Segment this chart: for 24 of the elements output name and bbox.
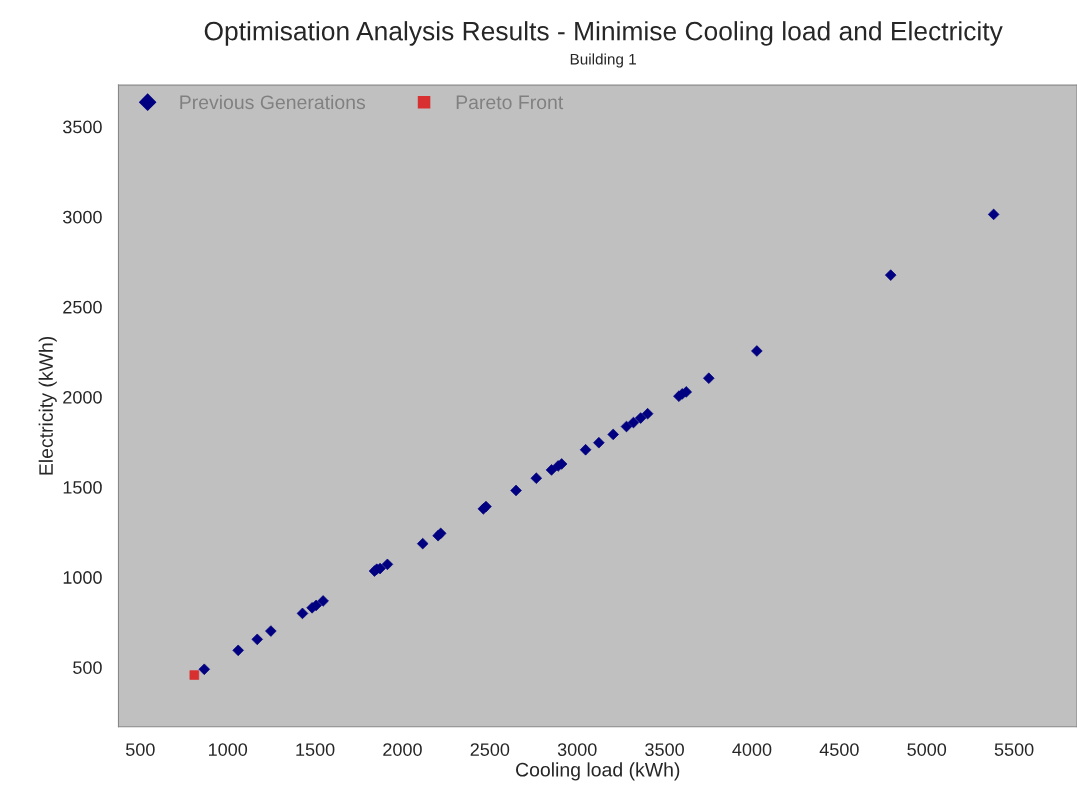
y-tick-label: 1500 xyxy=(63,480,102,494)
x-tick-label: 5500 xyxy=(994,743,1034,756)
y-tick-label: 1000 xyxy=(63,571,102,584)
chart-subtitle: Building 1 xyxy=(570,53,636,68)
x-tick-label: 3000 xyxy=(557,743,597,756)
x-tick-label: 5000 xyxy=(907,743,947,756)
y-tick-label: 2000 xyxy=(63,390,102,404)
x-tick-label: 2500 xyxy=(470,743,510,756)
x-tick-label: 500 xyxy=(125,743,155,756)
x-tick-label: 4500 xyxy=(819,743,859,756)
legend-label: Pareto Front xyxy=(456,95,564,110)
y-tick-label: 500 xyxy=(73,661,102,674)
x-tick-label: 4000 xyxy=(732,743,772,756)
y-tick-label: 2500 xyxy=(63,300,102,314)
legend-label: Previous Generations xyxy=(180,94,366,110)
y-axis-title: Electricity (kWh) xyxy=(38,336,57,475)
x-tick-label: 3500 xyxy=(645,743,684,756)
chart-title: Optimisation Analysis Results - Minimise Cooling load and Electricity xyxy=(204,21,1003,46)
y-tick-label: 3000 xyxy=(63,210,102,224)
x-tick-label: 1000 xyxy=(208,743,248,756)
x-tick-label: 1500 xyxy=(296,743,335,756)
x-tick-label: 2000 xyxy=(383,743,422,756)
x-axis-title: Cooling load (kWh) xyxy=(516,762,680,781)
y-tick-label: 3500 xyxy=(63,120,102,134)
